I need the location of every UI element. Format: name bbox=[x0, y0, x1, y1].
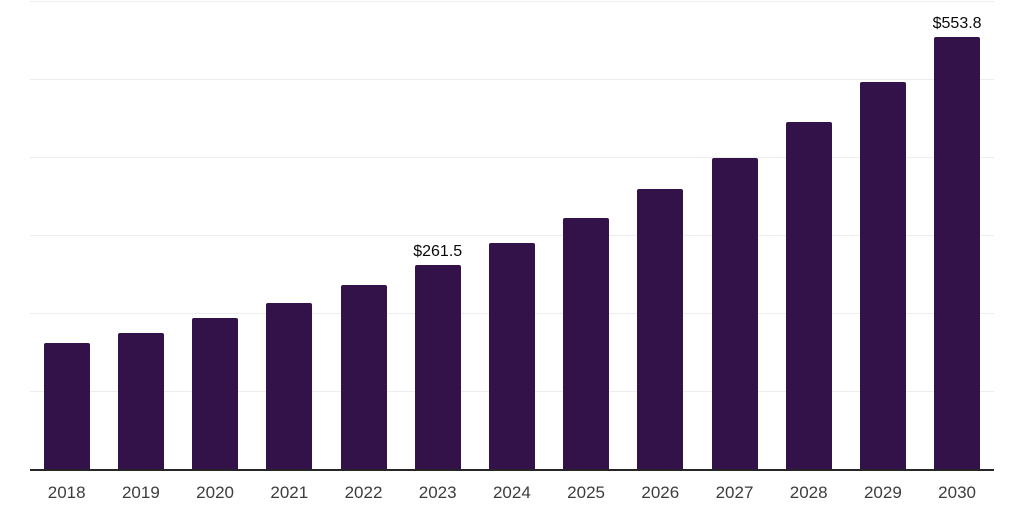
x-tick-label-2022: 2022 bbox=[344, 483, 383, 502]
x-tick-label-2027: 2027 bbox=[715, 483, 754, 502]
x-tick-label-2026: 2026 bbox=[641, 483, 680, 502]
gridline-600 bbox=[30, 1, 994, 2]
gridline-300 bbox=[30, 235, 994, 236]
gridline-400 bbox=[30, 157, 994, 158]
x-tick-label-2019: 2019 bbox=[121, 483, 160, 502]
bar-2022 bbox=[340, 285, 387, 469]
x-tick-label-2023: 2023 bbox=[418, 483, 457, 502]
x-tick-label-2025: 2025 bbox=[567, 483, 605, 502]
x-tick-label-2030: 2030 bbox=[938, 483, 976, 502]
x-tick-label-2029: 2029 bbox=[863, 483, 902, 502]
bar-2018 bbox=[43, 343, 90, 469]
x-tick-label-2018: 2018 bbox=[47, 483, 86, 502]
bar-2027 bbox=[711, 157, 758, 469]
x-tick-label-2020: 2020 bbox=[196, 483, 234, 502]
bar-2025 bbox=[563, 218, 610, 469]
plot-area: $261.5 $553.8 bbox=[30, 1, 994, 471]
bar-2024 bbox=[488, 242, 535, 469]
bar-value-label-2030: $553.8 bbox=[932, 15, 982, 33]
bar-2030 bbox=[934, 37, 981, 469]
bar-2023 bbox=[414, 265, 461, 469]
bar-2021 bbox=[266, 302, 313, 469]
x-tick-label-2024: 2024 bbox=[492, 483, 531, 502]
gridline-500 bbox=[30, 79, 994, 80]
bar-2026 bbox=[637, 189, 684, 469]
bar-2028 bbox=[785, 121, 832, 469]
x-tick-label-2028: 2028 bbox=[789, 483, 828, 502]
bar-2029 bbox=[859, 81, 906, 469]
bar-2020 bbox=[192, 318, 239, 469]
bar-value-label-2023: $261.5 bbox=[413, 243, 463, 261]
x-tick-label-2021: 2021 bbox=[270, 483, 309, 502]
bar-2019 bbox=[117, 332, 164, 469]
